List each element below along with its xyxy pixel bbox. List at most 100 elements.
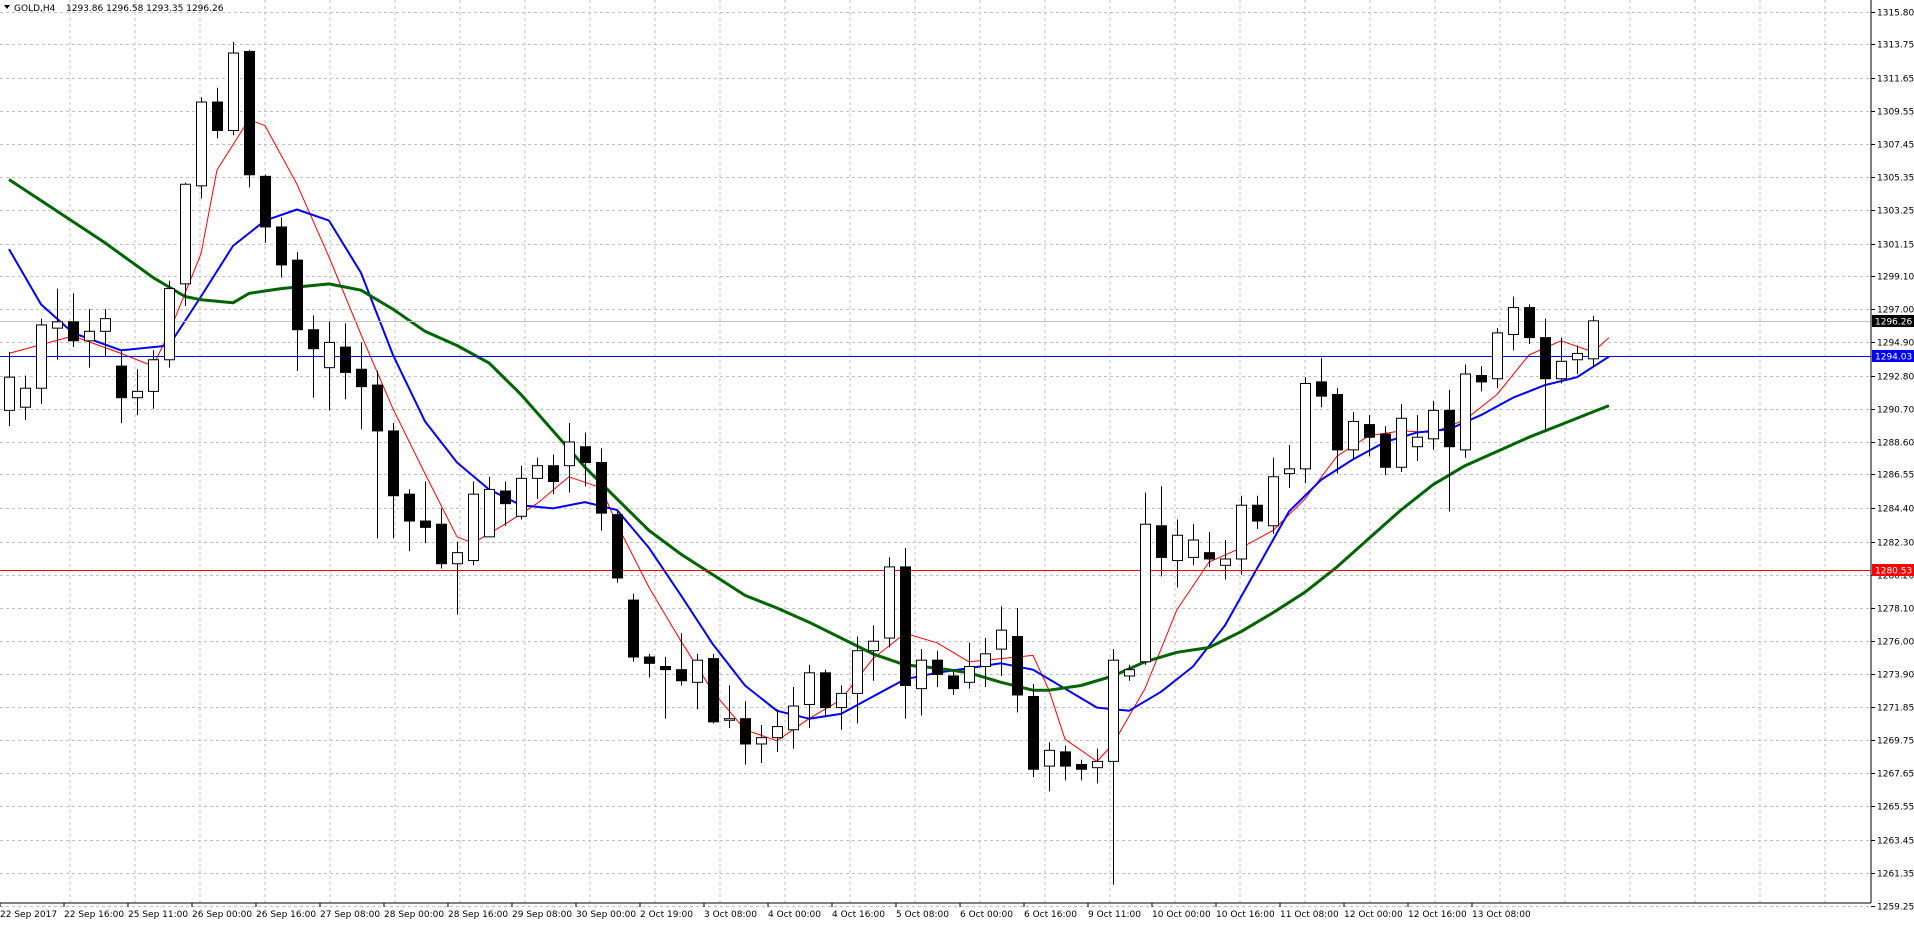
candle: [772, 709, 783, 752]
candle-body: [36, 324, 47, 389]
axes: [0, 0, 1872, 904]
y-axis-ticks: 1315.80 1313.75 1311.65 1309.55 1307.45 1305.…: [1871, 9, 1914, 913]
candle-body: [340, 346, 351, 373]
candle-body: [164, 288, 175, 361]
y-tick-label: 1305.35: [1877, 174, 1914, 184]
candle-body: [1172, 534, 1183, 562]
candle-body: [596, 462, 607, 514]
y-tick-label: 1286.55: [1877, 471, 1914, 481]
candle: [420, 481, 431, 544]
candle-body: [916, 659, 927, 690]
candle-body: [1044, 749, 1055, 767]
candle-body: [836, 692, 847, 709]
candle-body: [1460, 373, 1471, 451]
candle-body: [116, 365, 127, 399]
candle: [276, 217, 287, 278]
y-tick-label: 1297.00: [1877, 306, 1914, 316]
candle-body: [1108, 659, 1119, 762]
candle-body: [884, 566, 895, 639]
y-tick-label: 1313.75: [1877, 41, 1914, 51]
candle: [1508, 296, 1519, 351]
y-tick-label: 1280.20: [1877, 572, 1914, 582]
candle-body: [1188, 539, 1199, 558]
candle-body: [1204, 552, 1215, 560]
candle: [180, 182, 191, 306]
candle-body: [20, 387, 31, 408]
candle-body: [468, 493, 479, 562]
x-tick-label: 25 Sep 11:00: [128, 910, 188, 920]
candle-body: [1524, 307, 1535, 339]
dropdown-arrow-icon[interactable]: [4, 5, 10, 9]
candle: [1540, 318, 1551, 430]
candle-body: [740, 718, 751, 745]
price-label-box: [1872, 350, 1914, 362]
candle: [1220, 540, 1231, 580]
candle-body: [4, 376, 15, 411]
y-tick-label: 1288.60: [1877, 439, 1914, 449]
candle: [228, 41, 239, 136]
candle: [932, 650, 943, 688]
candle-body: [948, 675, 959, 690]
price-labels: 1294.03 1280.53 1296.26: [1872, 315, 1914, 577]
symbol-label: GOLD,H4: [14, 4, 56, 14]
candle-body: [1476, 375, 1487, 383]
candle: [916, 649, 927, 716]
candle: [468, 481, 479, 566]
candle-body: [1508, 307, 1519, 335]
x-axis-ticks: 22 Sep 2017 22 Sep 16:00 25 Sep 11:00 26 Se…: [0, 903, 1531, 920]
candle-body: [52, 321, 63, 329]
y-tick-label: 1271.85: [1877, 704, 1914, 714]
candle: [820, 669, 831, 718]
candle-body: [292, 259, 303, 331]
candle: [308, 315, 319, 398]
x-tick-label: 11 Oct 08:00: [1280, 910, 1339, 920]
candle-body: [580, 446, 591, 464]
candle-body: [788, 705, 799, 731]
x-tick-label: 3 Oct 08:00: [704, 910, 757, 920]
candle: [1268, 457, 1279, 534]
candle-body: [388, 430, 399, 497]
candle: [1476, 366, 1487, 392]
candle: [388, 423, 399, 539]
candle-body: [516, 477, 527, 517]
candle: [708, 653, 719, 724]
candle: [1060, 745, 1071, 781]
candle: [1172, 519, 1183, 588]
candle: [1284, 445, 1295, 488]
x-tick-label: 6 Oct 16:00: [1024, 910, 1077, 920]
candle-body: [1252, 504, 1263, 522]
candle: [740, 701, 751, 765]
candle: [756, 725, 767, 763]
y-tick-label: 1267.65: [1877, 770, 1914, 780]
price-label-text: 1280.53: [1875, 567, 1912, 577]
candle: [580, 432, 591, 487]
candle-body: [660, 666, 671, 671]
candle-body: [708, 658, 719, 723]
y-tick-label: 1265.55: [1877, 803, 1914, 813]
x-tick-label: 28 Sep 00:00: [384, 910, 444, 920]
y-tick-label: 1299.10: [1877, 273, 1914, 283]
candle: [292, 252, 303, 371]
x-tick-label: 30 Sep 00:00: [576, 910, 636, 920]
candle-body: [1268, 476, 1279, 527]
candle-body: [1076, 764, 1087, 770]
candle-body: [148, 359, 159, 392]
candle-body: [692, 659, 703, 683]
candle-body: [1588, 320, 1599, 360]
y-tick-label: 1269.75: [1877, 737, 1914, 747]
price-label-text: 1296.26: [1875, 318, 1912, 328]
candle-body: [404, 493, 415, 522]
candle: [36, 318, 47, 405]
candle: [1572, 345, 1583, 374]
y-tick-label: 1273.90: [1877, 671, 1914, 681]
candle-body: [564, 441, 575, 467]
candle-body: [724, 718, 735, 721]
candle: [628, 593, 639, 662]
candle-body: [900, 566, 911, 686]
candle-body: [996, 629, 1007, 650]
candle: [100, 309, 111, 357]
candle: [452, 541, 463, 615]
x-tick-label: 4 Oct 16:00: [832, 910, 885, 920]
